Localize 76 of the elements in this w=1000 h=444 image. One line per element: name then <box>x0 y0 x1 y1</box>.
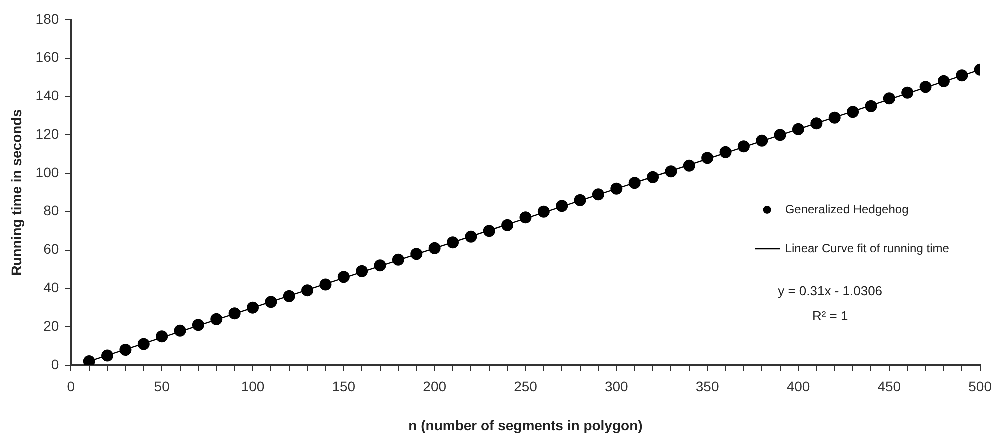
legend-label: Linear Curve fit of running time <box>785 241 950 256</box>
point <box>810 118 823 130</box>
point <box>683 160 696 172</box>
point <box>756 134 768 147</box>
x-tick-label: 150 <box>332 378 356 395</box>
point <box>374 260 386 272</box>
point <box>902 86 914 99</box>
point <box>647 171 660 184</box>
x-tick-label: 500 <box>968 378 992 395</box>
y-tick-label: 60 <box>44 241 60 258</box>
point <box>720 146 732 158</box>
point <box>192 319 204 332</box>
point <box>338 271 350 284</box>
point <box>538 206 550 218</box>
x-tick-label: 50 <box>154 378 170 395</box>
point <box>356 265 368 278</box>
point <box>447 236 460 249</box>
y-tick-label: 20 <box>44 318 60 334</box>
point <box>210 313 223 326</box>
point <box>265 296 278 308</box>
point <box>246 302 259 314</box>
point <box>574 194 586 206</box>
point <box>138 338 150 350</box>
point <box>883 92 896 105</box>
y-tick-label: 40 <box>44 280 60 296</box>
x-tick-label: 0 <box>67 378 76 395</box>
point <box>865 100 878 112</box>
y-tick-label: 160 <box>36 49 60 66</box>
x-tick-label: 350 <box>696 378 720 395</box>
point <box>556 200 568 212</box>
point <box>392 254 404 266</box>
point <box>302 284 314 297</box>
legend-label: Generalized Hedgehog <box>785 202 909 216</box>
y-tick-label: 0 <box>51 356 60 372</box>
point <box>520 212 532 224</box>
point <box>792 123 804 136</box>
point <box>502 219 514 232</box>
point <box>702 152 714 164</box>
point <box>174 324 186 337</box>
point <box>228 308 241 320</box>
point <box>120 344 132 356</box>
point <box>610 182 623 195</box>
x-tick-label: 400 <box>786 378 810 395</box>
annotation: y = 0.31x - 1.0306 <box>778 284 883 299</box>
point <box>738 140 750 153</box>
point <box>592 188 604 201</box>
point <box>465 230 478 243</box>
y-tick-label: 120 <box>36 126 60 142</box>
x-axis-title: n (number of segments in polygon) <box>408 417 643 434</box>
point <box>283 290 296 302</box>
point <box>156 330 168 343</box>
point <box>847 106 860 118</box>
y-axis-title: Running time in seconds <box>8 109 24 276</box>
point <box>410 248 423 260</box>
annotation: R² = 1 <box>812 308 848 324</box>
point <box>102 350 114 362</box>
x-tick-label: 250 <box>514 378 538 395</box>
x-tick-label: 300 <box>604 378 629 395</box>
point <box>483 225 496 238</box>
point <box>956 70 968 82</box>
point <box>920 81 932 94</box>
x-tick-label: 100 <box>241 378 265 395</box>
point <box>665 166 678 178</box>
x-tick-label: 450 <box>878 378 902 395</box>
point <box>938 75 950 88</box>
y-tick-label: 100 <box>36 164 60 180</box>
y-tick-label: 80 <box>44 202 60 219</box>
x-tick-label: 200 <box>423 378 447 395</box>
y-tick-label: 180 <box>36 10 60 27</box>
point <box>428 242 441 254</box>
point <box>83 356 96 366</box>
y-tick-label: 140 <box>36 88 60 104</box>
point <box>774 129 786 142</box>
point <box>628 177 641 190</box>
point <box>320 278 332 291</box>
point <box>828 112 841 124</box>
